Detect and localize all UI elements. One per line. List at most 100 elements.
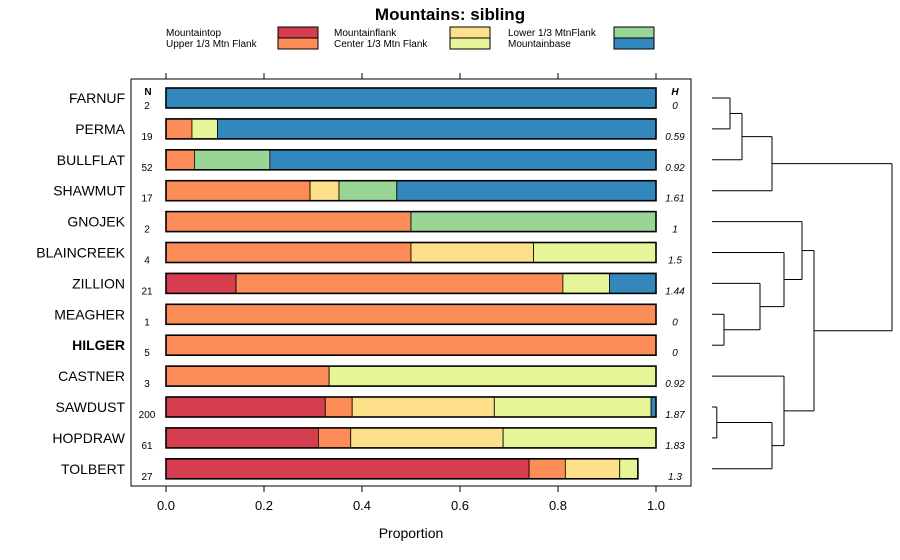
bar-outline (165, 303, 657, 326)
legend-swatch (449, 26, 491, 39)
bar-segment (533, 242, 657, 263)
h-value: 1.5 (668, 256, 682, 267)
bar-segment (235, 272, 564, 294)
bar-segment (609, 272, 657, 294)
row-label: MEAGHER (54, 306, 125, 322)
h-value: 0.92 (665, 163, 685, 174)
bar-segment (165, 427, 319, 449)
h-value: 0.59 (665, 132, 685, 143)
n-value: 2 (144, 225, 150, 236)
bar-outline (165, 334, 657, 357)
bar-outline (165, 427, 657, 449)
bar-outline (165, 149, 657, 171)
legend-swatch (613, 26, 655, 39)
legend-label: Center 1/3 Mtn Flank (334, 39, 428, 50)
bar-segment (191, 118, 218, 140)
x-tick-label: 0.8 (549, 498, 567, 513)
legend-swatch (277, 26, 319, 39)
bar-segment (165, 396, 326, 418)
legend-label: Lower 1/3 MtnFlank (508, 28, 597, 39)
n-value: 27 (141, 472, 153, 483)
row-label: ZILLION (72, 275, 125, 291)
bar-segment (165, 118, 193, 140)
bar-segment (410, 211, 657, 233)
x-tick-label: 1.0 (647, 498, 665, 513)
x-tick-label: 0.4 (353, 498, 371, 513)
n-value: 61 (141, 441, 153, 452)
legend: Mountaintop Mountainflank Lower 1/3 MtnFla… (166, 26, 655, 50)
h-value: 1.44 (665, 286, 685, 297)
legend-label: Mountaintop (166, 28, 221, 39)
bar-segment (564, 458, 621, 480)
bar-segment (528, 458, 566, 480)
bar-segment (194, 149, 271, 171)
bar-segment (324, 396, 353, 418)
bar-outline (165, 118, 657, 140)
x-axis-title: Proportion (379, 525, 444, 541)
dendrogram (712, 97, 893, 470)
bar-outline (165, 457, 639, 480)
row-label: TOLBERT (61, 461, 126, 477)
chart-title: Mountains: sibling (375, 5, 525, 24)
n-value: 5 (144, 348, 150, 359)
bar-segment (165, 334, 657, 356)
h-value: 1 (672, 225, 678, 236)
bar-segment (562, 272, 610, 294)
n-value: 200 (139, 410, 156, 421)
plot-frame (130, 78, 692, 487)
bar-segment (269, 149, 657, 171)
row-label: SHAWMUT (53, 183, 125, 199)
bar-segment (317, 427, 352, 449)
bar-segment (351, 396, 495, 418)
row-label: HOPDRAW (52, 430, 125, 446)
n-value: 4 (144, 256, 150, 267)
legend-label: Upper 1/3 Mtn Flank (166, 39, 258, 50)
bar-outline (165, 365, 657, 387)
n-value: 52 (141, 163, 153, 174)
h-value: 0 (672, 317, 678, 328)
bar-segment (338, 180, 398, 202)
h-value: 0 (672, 348, 678, 359)
h-column-header: H (671, 87, 679, 98)
legend-swatch (277, 37, 319, 50)
bar-segment (217, 118, 657, 140)
bar-segment (350, 427, 504, 449)
bar-outline (165, 272, 657, 295)
h-value: 0 (672, 101, 678, 112)
row-label: BLAINCREEK (36, 245, 125, 261)
bar-segment (328, 365, 657, 387)
legend-label: Mountainbase (508, 39, 571, 50)
row-label: BULLFLAT (57, 152, 126, 168)
legend-swatch (613, 37, 655, 50)
row-label: HILGER (72, 337, 125, 353)
x-axis: 0.0 0.2 0.4 0.6 0.8 1.0 (157, 73, 665, 513)
n-value: 3 (144, 379, 150, 390)
h-value: 1.3 (668, 472, 682, 483)
bar-outline (165, 210, 657, 233)
n-value: 2 (144, 101, 150, 112)
legend-swatch (449, 37, 491, 50)
bar-outline (165, 87, 657, 109)
bar-outline (165, 241, 657, 264)
bar-segment (165, 458, 530, 480)
h-value: 1.83 (665, 441, 685, 452)
row-label: SAWDUST (56, 399, 126, 415)
row-label: FARNUF (69, 90, 125, 106)
bar-segment (502, 427, 657, 449)
bar-segment (165, 87, 657, 109)
bar-segment (410, 242, 534, 263)
row-label: PERMA (75, 121, 125, 137)
legend-label: Mountainflank (334, 28, 397, 39)
n-value: 21 (141, 286, 153, 297)
bar-segment (619, 458, 639, 480)
x-tick-label: 0.2 (255, 498, 273, 513)
bar-segment (309, 180, 340, 202)
bar-outline (165, 396, 657, 418)
h-value: 0.92 (665, 379, 685, 390)
bar-segment (165, 272, 237, 294)
h-value: 1.61 (665, 194, 684, 205)
n-value: 17 (141, 194, 153, 205)
x-tick-label: 0.6 (451, 498, 469, 513)
